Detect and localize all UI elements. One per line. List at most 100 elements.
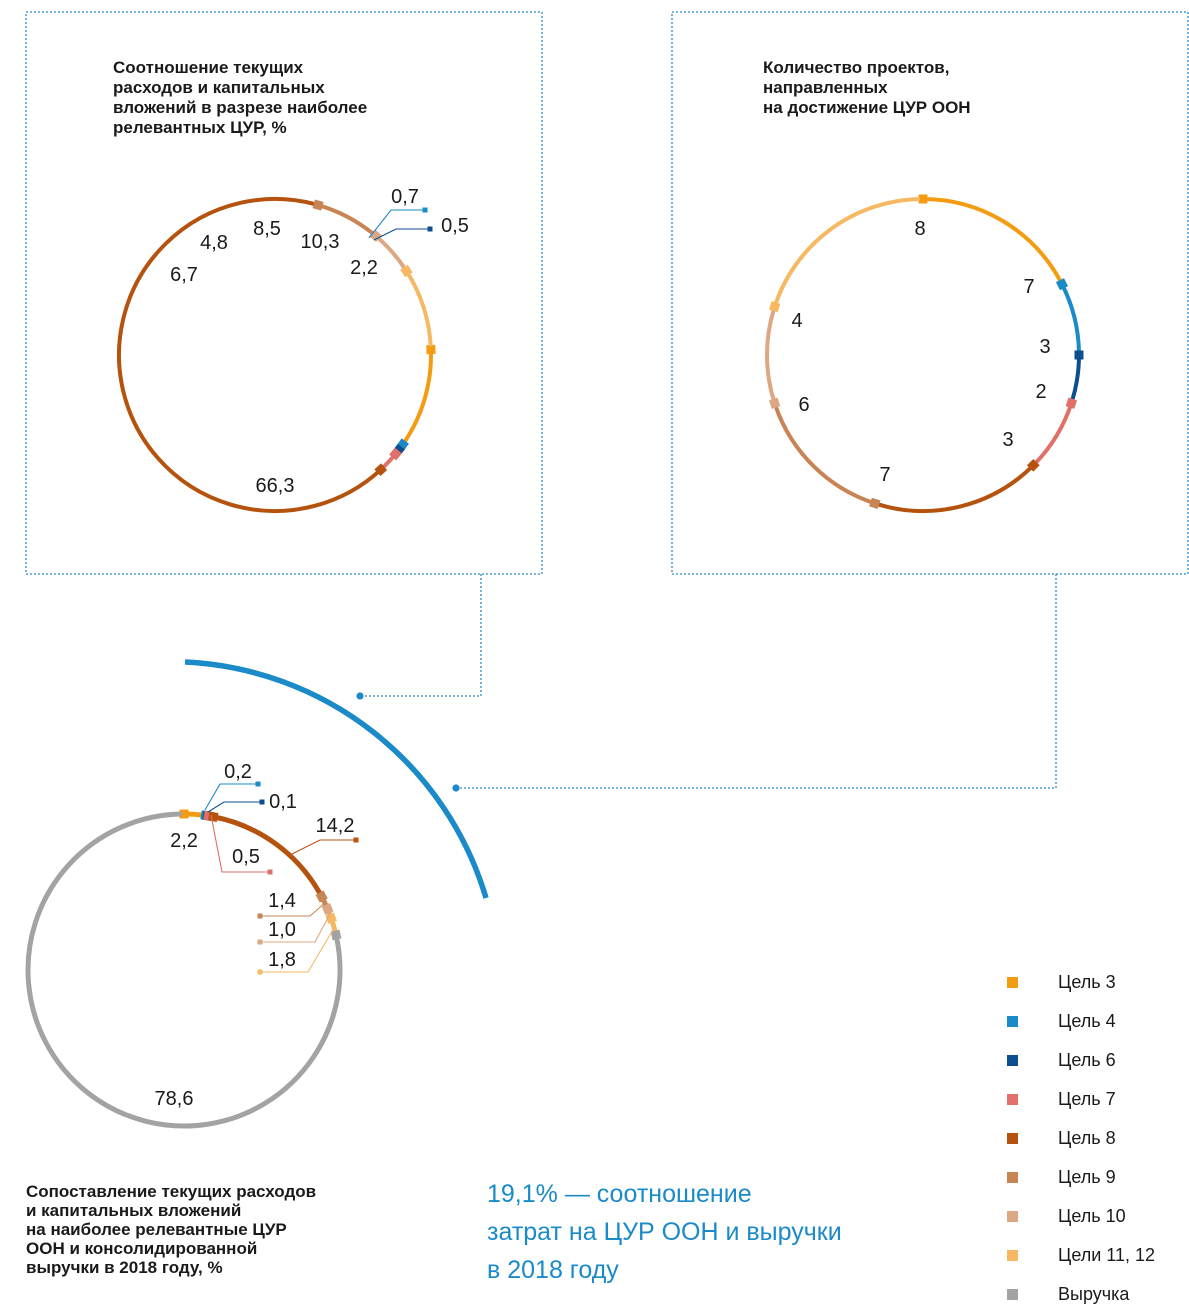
chart3-label-goal9: 1,4 [268,890,296,912]
chart3-leader-end-goal4 [255,781,261,787]
chart2-label-goal7: 3 [1002,429,1013,451]
chart3-leader-goal9 [260,901,327,917]
chart3-marker-goal9 [315,890,328,903]
chart1-label-goal6: 0,5 [441,215,469,237]
chart3-title-line: ООН и консолидированной [26,1239,257,1258]
legend-item: Цель 9 [1007,1167,1116,1187]
chart3-marker-goal8 [207,811,219,823]
chart1-marker-goal8 [374,463,388,477]
chart1-leader-goal4 [368,209,425,239]
chart2-title-line: на достижение ЦУР ООН [763,98,971,117]
chart3-leader-end-goal9 [257,913,263,919]
chart3-title-line: на наиболее релевантные ЦУР [26,1220,287,1239]
legend: Цель 3 Цель 4 Цель 6 Цель 7 Цель 8 Цель … [1007,972,1155,1304]
callout-line: в 2018 году [487,1256,619,1284]
chart1-leaders [368,209,430,241]
legend-label: Цель 7 [1058,1089,1116,1109]
callout-line: затрат на ЦУР ООН и выручки [487,1218,842,1246]
chart2-marker-goal11-12 [768,301,781,313]
chart3-leader-goal10 [260,913,331,943]
legend-label: Цель 3 [1058,972,1116,992]
legend-swatch [1007,1133,1018,1144]
chart2-label-goal10: 4 [791,310,802,332]
chart1-label-goal8: 66,3 [256,475,295,497]
legend-swatch [1007,1016,1018,1027]
legend-swatch [1007,1055,1018,1066]
chart3-leader-goal8 [289,839,356,856]
chart3-label-goal8: 14,2 [316,815,355,837]
legend-swatch [1007,1250,1018,1261]
chart2-slice-goal4 [1060,283,1081,352]
chart2-marker-goal6 [1074,350,1084,360]
chart2-title-line: направленных [763,78,888,97]
connector-dot-chart2 [452,784,460,792]
legend-swatch [1007,977,1018,988]
chart1-slice-goal11-12 [404,269,433,347]
chart3-label-goal11-12: 1,8 [268,949,296,971]
chart2-marker-goal3 [918,194,928,204]
chart1-leader-end-goal4 [422,207,428,213]
callout-line: 19,1% — соотношение [487,1180,752,1208]
chart3-label-goal4: 0,2 [224,761,252,783]
chart1-frame [25,11,543,575]
legend-swatch [1007,1211,1018,1222]
legend-item: Цель 6 [1007,1050,1116,1070]
chart1-ring [117,197,436,513]
chart2-marker-goal10 [768,397,781,409]
chart3-title-line: выручки в 2018 году, % [26,1258,223,1277]
chart3-label-goal6: 0,1 [269,791,297,813]
chart3-leader-goal11-12 [260,927,335,973]
legend-swatch [1007,1094,1018,1105]
chart1-marker-goal7 [389,447,402,461]
chart3-label-goal7: 0,5 [232,846,260,868]
chart3-marker-revenue [330,929,342,941]
legend-item: Цель 3 [1007,972,1116,992]
chart1-marker-goal3 [426,344,436,355]
chart2-label-goal11-12: 8 [914,218,925,240]
legend-label: Цель 9 [1058,1167,1116,1187]
chart2-slice-goal8 [877,463,1035,513]
chart3-leader-goal6 [207,801,262,813]
chart3-label-revenue: 78,6 [155,1088,194,1110]
share-arc [184,659,489,899]
chart2-slice-goal10 [765,309,777,404]
chart2-label-goal8: 7 [879,464,890,486]
chart2-title: Количество проектов, направленных на дос… [763,58,971,117]
chart3-title-line: Сопоставление текущих расходов [26,1182,316,1201]
legend-swatch [1007,1289,1018,1300]
chart3-marker-goal3 [179,809,189,819]
chart3-slice-goal8 [212,814,323,896]
chart1-leader-end-goal6 [427,226,433,232]
chart3-title-line: и капитальных вложений [26,1201,241,1220]
chart1-marker-goal9 [312,199,324,211]
chart2-slice-goal11-12 [772,197,920,308]
chart3: 2,2 0,2 0,1 0,5 14,2 1,4 1,0 1,8 78,6 Со… [25,761,359,1277]
chart3-title: Сопоставление текущих расходов и капитал… [26,1182,321,1277]
legend-item: Цель 8 [1007,1128,1116,1148]
chart3-leader-end-goal11-12 [257,969,263,975]
chart1-leader-goal6 [373,228,430,241]
legend-item: Выручка [1007,1284,1130,1304]
chart2-marker-goal7 [1065,397,1078,409]
legend-label: Цель 10 [1058,1206,1126,1226]
chart3-ring [25,809,343,1129]
chart2-label-goal4: 3 [1039,336,1050,358]
legend-item: Цель 10 [1007,1206,1126,1226]
legend-label: Цели 11, 12 [1058,1245,1155,1265]
chart1-slice-goal8 [117,197,383,513]
chart1-label-goal3: 10,3 [301,231,340,253]
chart1-marker-goal10 [369,229,382,243]
chart3-leader-goal7 [210,814,270,873]
chart2-label-goal9: 6 [798,394,809,416]
chart3-leader-end-goal8 [353,837,359,843]
chart2-frame [671,11,1189,575]
chart2-ring [765,194,1084,513]
chart1-title-line: расходов и капитальных [113,78,325,97]
chart3-label-goal3: 2,2 [170,830,198,852]
chart2-marker-goal4 [1055,278,1069,291]
legend-swatch [1007,1172,1018,1183]
legend-label: Цель 4 [1058,1011,1116,1031]
chart1: Соотношение текущих расходов и капитальн… [113,58,469,513]
connector-chart2 [456,574,1057,789]
chart2-label-goal3: 7 [1023,276,1034,298]
